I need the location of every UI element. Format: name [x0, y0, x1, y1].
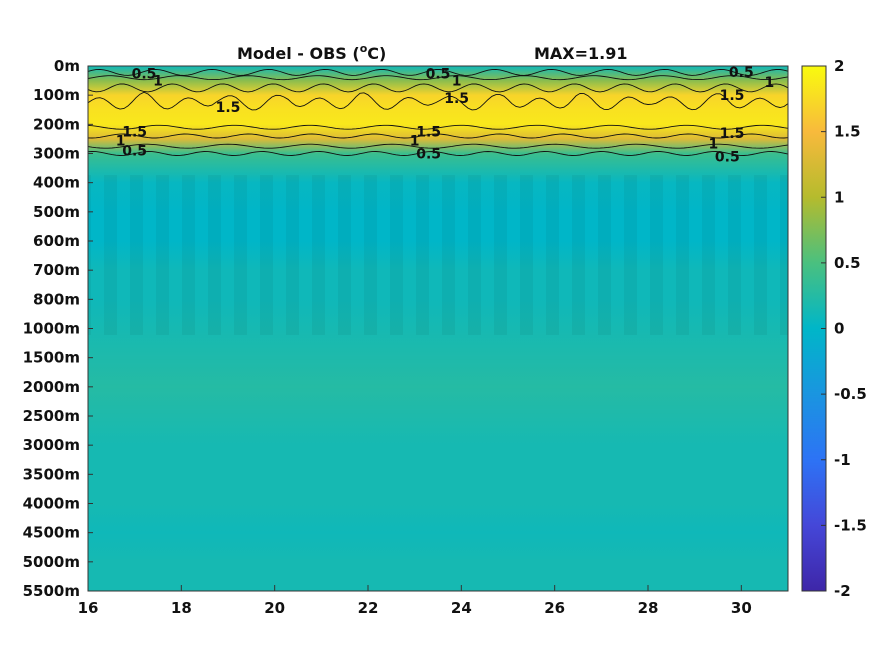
- x-tick-label: 22: [358, 599, 379, 617]
- contour-labels: 0.511.51.510.50.5 11.51.510.50.511.51.510…: [116, 65, 774, 166]
- x-tick-label: 24: [451, 599, 472, 617]
- contour-label: 1: [764, 75, 774, 91]
- x-tick-label: 18: [171, 599, 192, 617]
- contour-label: 0.5: [729, 65, 754, 81]
- colorbar-tick-label: 2: [834, 57, 844, 75]
- y-axis: 0m 100m 200m 300m 400m 500m 600m 700m 800m 1000m 1…: [23, 57, 93, 600]
- contour-label: 1: [452, 74, 462, 90]
- colorbar-tick-label: 0.5: [834, 254, 861, 272]
- y-tick-label: 4500m: [23, 524, 80, 542]
- y-tick-label: 800m: [33, 290, 80, 308]
- colorbar-tick-label: -0.5: [834, 385, 867, 403]
- y-tick-label: 300m: [33, 145, 80, 163]
- contour-label: 1: [410, 133, 420, 149]
- y-tick-label: 0m: [54, 57, 80, 75]
- y-tick-label: 500m: [33, 203, 80, 221]
- contour-lines: [87, 68, 789, 156]
- y-tick-label: 2500m: [23, 407, 80, 425]
- y-tick-label: 400m: [33, 174, 80, 192]
- contour-label: 0.5: [715, 149, 740, 165]
- contour-label: 1.5: [122, 125, 147, 141]
- x-axis: 16 18 20 22 24 26 28 30: [78, 585, 752, 617]
- contour-label: 1.5: [416, 125, 441, 141]
- y-tick-label: 5000m: [23, 553, 80, 571]
- texture-overlay: [88, 175, 788, 335]
- contour-label: 1: [116, 133, 126, 149]
- x-tick-label: 30: [731, 599, 752, 617]
- y-tick-label: 700m: [33, 261, 80, 279]
- x-tick-label: 16: [78, 599, 99, 617]
- colorbar-tick-label: -1.5: [834, 516, 867, 534]
- contour-label: 0.5: [426, 66, 451, 82]
- contour-line: [87, 68, 789, 76]
- contour-label: 0.5: [416, 147, 441, 163]
- contour-line: [87, 83, 789, 93]
- contour-line: [87, 143, 789, 149]
- x-tick-label: 26: [544, 599, 565, 617]
- colorbar-tick-label: -1: [834, 451, 851, 469]
- contour-label: 1.5: [720, 88, 745, 104]
- colorbar-tick-label: 1.5: [834, 123, 861, 141]
- contour-label: 1: [708, 136, 718, 152]
- contour-line: [87, 91, 789, 111]
- y-tick-label: 4000m: [23, 495, 80, 513]
- colorbar-ticks: 2 1.5 1 0.5 0 -0.5 -1 -1.5 -2: [821, 57, 867, 600]
- y-tick-label: 5500m: [23, 582, 80, 600]
- chart-title: Model - OBS (oC): [237, 42, 386, 63]
- max-label: MAX=1.91: [534, 44, 628, 63]
- contour-label: 1.5: [444, 91, 469, 107]
- y-tick-label: 2000m: [23, 378, 80, 396]
- y-tick-label: 200m: [33, 115, 80, 133]
- contour-line: [87, 151, 789, 156]
- contour-line: [87, 75, 789, 81]
- y-tick-label: 1500m: [23, 349, 80, 367]
- colorbar-tick-label: 0: [834, 320, 844, 338]
- y-tick-label: 100m: [33, 86, 80, 104]
- y-tick-label: 3500m: [23, 465, 80, 483]
- colorbar-tick-label: -2: [834, 582, 851, 600]
- contour-label: 0.5: [122, 144, 147, 160]
- contour-line: [87, 124, 789, 130]
- x-tick-label: 20: [264, 599, 285, 617]
- colorbar-tick-label: 1: [834, 188, 844, 206]
- y-tick-label: 1000m: [23, 320, 80, 338]
- x-tick-label: 28: [638, 599, 659, 617]
- contour-label: 0.5: [132, 66, 157, 82]
- contour-label: 1.5: [216, 100, 241, 116]
- contour-label: 1.5: [720, 126, 745, 142]
- contour-line: [87, 133, 789, 139]
- y-tick-label: 3000m: [23, 436, 80, 454]
- y-tick-label: 600m: [33, 232, 80, 250]
- contour-label: 1: [153, 74, 163, 90]
